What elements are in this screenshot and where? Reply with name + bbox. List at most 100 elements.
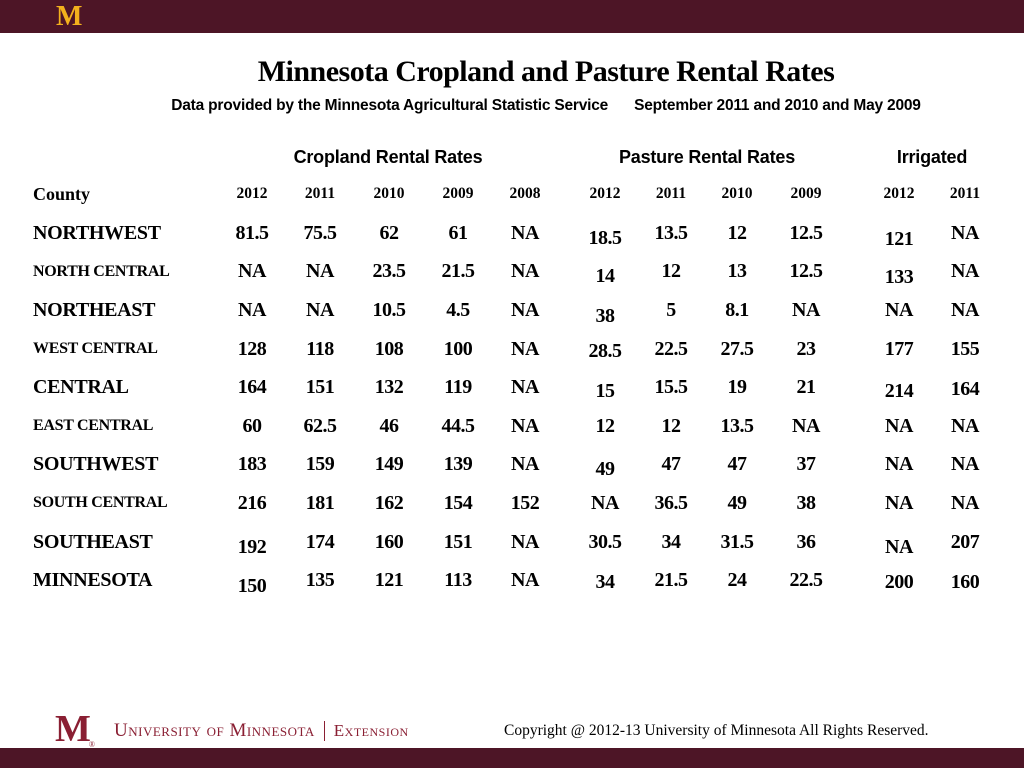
value-cell: NA (238, 260, 266, 283)
county-label: SOUTH CENTRAL (33, 494, 168, 512)
year-header: 2008 (509, 185, 541, 202)
value-cell: 34 (595, 571, 616, 594)
value-cell: 133 (884, 266, 914, 289)
value-cell: 121 (374, 569, 404, 592)
value-cell: 49 (595, 458, 616, 481)
value-cell: 18.5 (588, 226, 623, 249)
value-cell: NA (511, 298, 539, 321)
value-cell: 36.5 (654, 491, 689, 514)
value-cell: NA (951, 491, 979, 514)
value-cell: 36 (796, 530, 817, 553)
county-column-header: County (33, 183, 91, 204)
umn-block-m-maroon-icon: M (55, 708, 91, 750)
value-cell: 207 (950, 530, 980, 553)
value-cell: 30.5 (588, 530, 623, 553)
value-cell: 49 (727, 491, 748, 514)
value-cell: 37 (796, 453, 817, 476)
year-header: 2011 (304, 185, 336, 202)
value-cell: 38 (595, 304, 616, 327)
value-cell: NA (511, 260, 539, 283)
value-cell: 154 (443, 491, 473, 514)
umn-extension-logo: M® (55, 709, 95, 749)
county-label: NORTH CENTRAL (33, 262, 170, 280)
value-cell: 181 (305, 491, 335, 514)
value-cell: 31.5 (720, 530, 755, 553)
year-header: 2010 (721, 185, 753, 202)
value-cell: 5 (666, 298, 676, 321)
section-header-1: Cropland Rental Rates (293, 146, 483, 167)
wordmark-university-text: University of Minnesota (114, 720, 315, 741)
value-cell: 12 (727, 221, 748, 244)
county-label: WEST CENTRAL (33, 340, 158, 358)
value-cell: 15 (595, 380, 616, 403)
value-cell: NA (885, 535, 913, 558)
year-header: 2011 (655, 185, 687, 202)
section-header-3: Irrigated (896, 146, 968, 167)
value-cell: NA (511, 414, 539, 437)
value-cell: 108 (374, 337, 404, 360)
bottom-bar (0, 748, 1024, 768)
value-cell: NA (951, 453, 979, 476)
year-header: 2009 (790, 185, 822, 202)
value-cell: 216 (237, 491, 267, 514)
value-cell: NA (792, 298, 820, 321)
value-cell: 151 (305, 376, 335, 399)
value-cell: 119 (444, 376, 472, 399)
slide-title: Minnesota Cropland and Pasture Rental Ra… (257, 55, 835, 88)
value-cell: NA (885, 298, 913, 321)
value-cell: 132 (374, 376, 404, 399)
county-label: EAST CENTRAL (33, 417, 154, 435)
value-cell: NA (511, 453, 539, 476)
value-cell: 46 (379, 414, 400, 437)
value-cell: 152 (510, 491, 540, 514)
value-cell: 174 (305, 530, 335, 553)
value-cell: 177 (884, 337, 914, 360)
value-cell: 13.5 (654, 221, 689, 244)
value-cell: 214 (884, 380, 914, 403)
value-cell: NA (511, 221, 539, 244)
rates-table: Cropland Rental Rates Pasture Rental Rate… (30, 140, 998, 600)
value-cell: 12.5 (789, 221, 824, 244)
value-cell: 4.5 (446, 298, 470, 321)
umn-block-m-gold-icon: M (56, 1, 82, 32)
value-cell: NA (306, 298, 334, 321)
value-cell: 21 (796, 376, 817, 399)
value-cell: NA (511, 337, 539, 360)
value-cell: NA (885, 453, 913, 476)
value-cell: NA (885, 491, 913, 514)
value-cell: 21.5 (654, 569, 689, 592)
value-cell: 192 (237, 535, 267, 558)
value-cell: 164 (950, 378, 980, 401)
value-cell: 21.5 (441, 260, 476, 283)
county-label: CENTRAL (33, 376, 129, 399)
value-cell: 14 (595, 265, 616, 288)
value-cell: 13 (727, 260, 748, 283)
value-cell: 27.5 (720, 337, 755, 360)
value-cell: 23.5 (372, 260, 407, 283)
value-cell: 162 (374, 491, 404, 514)
county-label: MINNESOTA (33, 569, 153, 592)
value-cell: 62.5 (303, 414, 338, 437)
value-cell: NA (511, 569, 539, 592)
value-cell: NA (951, 260, 979, 283)
value-cell: 22.5 (654, 337, 689, 360)
value-cell: NA (511, 530, 539, 553)
value-cell: 135 (305, 569, 335, 592)
value-cell: 75.5 (303, 221, 338, 244)
value-cell: 200 (884, 571, 914, 594)
county-label: SOUTHEAST (33, 530, 153, 553)
subtitle-dates-text: September 2011 and 2010 and May 2009 (634, 97, 921, 114)
county-label: NORTHWEST (33, 221, 161, 244)
slide-subtitle: Data provided by the Minnesota Agricultu… (68, 96, 1024, 116)
value-cell: 15.5 (654, 376, 689, 399)
value-cell: 12 (661, 260, 682, 283)
value-cell: 47 (661, 453, 682, 476)
value-cell: NA (951, 298, 979, 321)
value-cell: NA (792, 414, 820, 437)
top-bar: M (0, 0, 1024, 33)
value-cell: 150 (237, 575, 267, 598)
value-cell: NA (885, 414, 913, 437)
section-header-2: Pasture Rental Rates (618, 146, 796, 167)
value-cell: 8.1 (725, 298, 749, 321)
